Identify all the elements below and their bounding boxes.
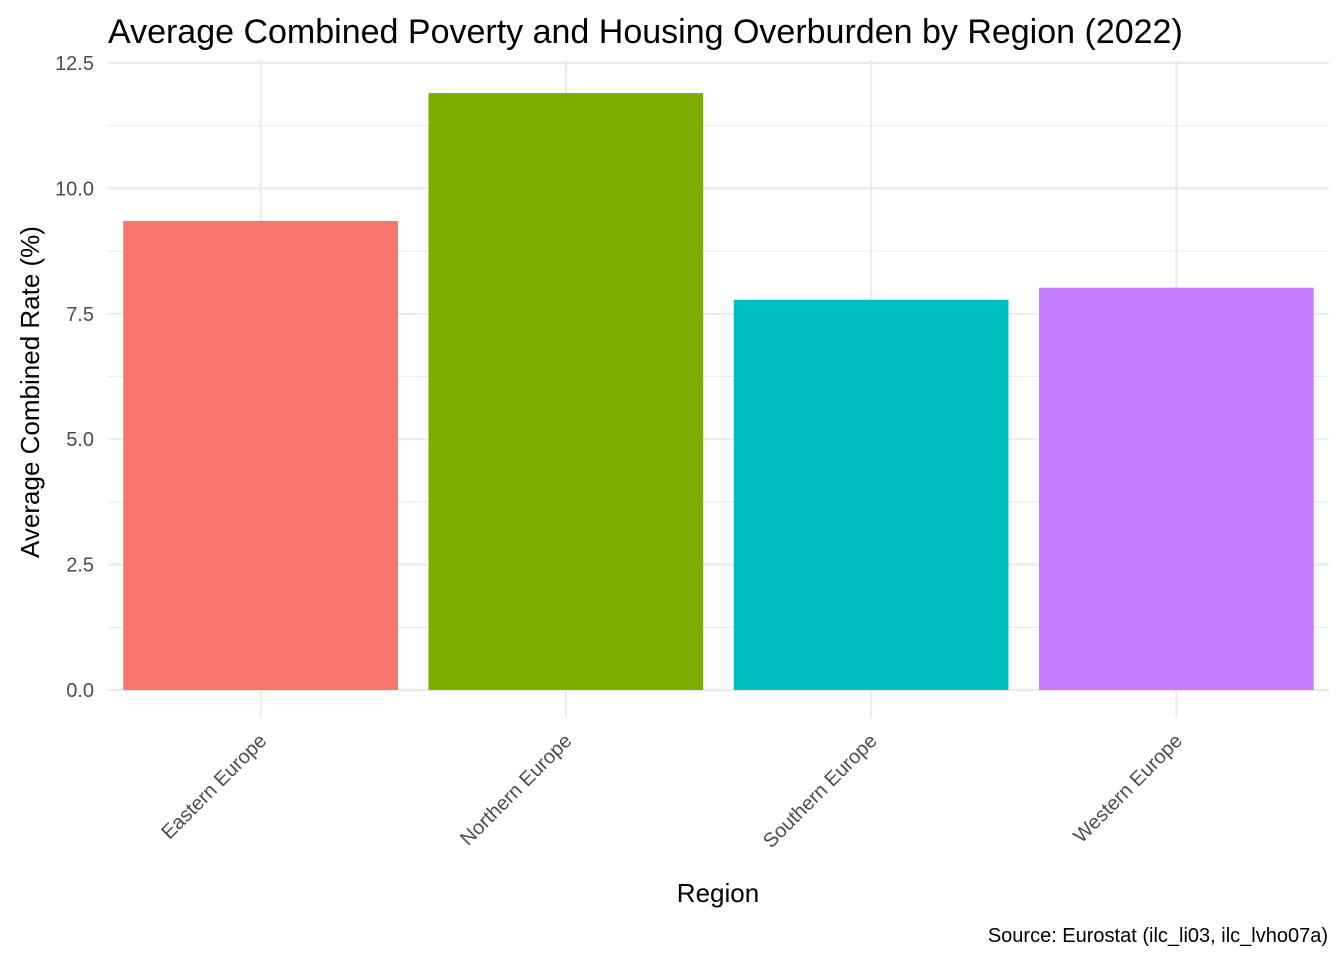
bar — [123, 221, 398, 690]
x-tick-label: Western Europe — [1069, 730, 1186, 847]
y-tick-label: 5.0 — [66, 429, 94, 451]
bars — [123, 93, 1314, 690]
y-tick-label: 2.5 — [66, 555, 94, 577]
bar — [428, 93, 704, 690]
x-tick-label: Northern Europe — [456, 730, 576, 850]
chart-title: Average Combined Poverty and Housing Ove… — [108, 13, 1183, 51]
y-axis-title: Average Combined Rate (%) — [15, 226, 45, 558]
bar — [733, 299, 1009, 690]
y-tick-label: 10.0 — [55, 178, 94, 200]
source-caption: Source: Eurostat (ilc_li03, ilc_lvho07a) — [988, 925, 1328, 947]
x-tick-label: Eastern Europe — [157, 730, 271, 844]
bar — [1039, 287, 1314, 690]
x-tick-label: Southern Europe — [759, 730, 881, 852]
y-tick-label: 7.5 — [66, 304, 94, 326]
y-axis-ticks: 0.0 2.5 5.0 7.5 10.0 12.5 — [55, 53, 94, 702]
y-tick-label: 0.0 — [66, 680, 94, 702]
x-axis-title: Region — [677, 878, 759, 908]
y-tick-label: 12.5 — [55, 53, 94, 75]
x-axis-ticks: Eastern Europe Northern Europe Southern Eu… — [157, 730, 1187, 852]
